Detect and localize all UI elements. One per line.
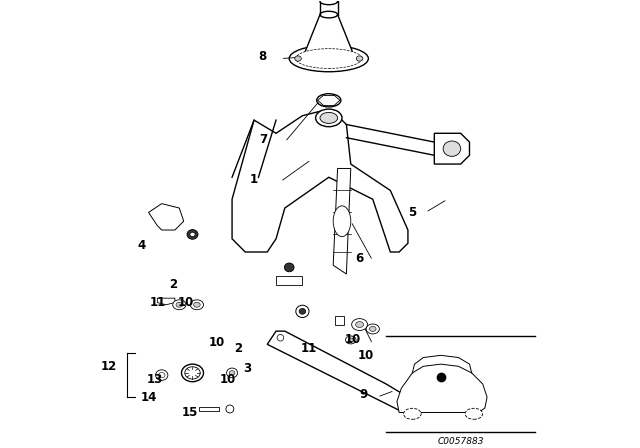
Polygon shape (268, 331, 408, 410)
Ellipse shape (356, 322, 364, 327)
Text: 6: 6 (355, 252, 364, 265)
Ellipse shape (156, 370, 168, 380)
Ellipse shape (356, 56, 363, 61)
Ellipse shape (366, 324, 380, 334)
Ellipse shape (296, 305, 309, 318)
Ellipse shape (185, 367, 200, 379)
Ellipse shape (299, 309, 306, 314)
Text: 15: 15 (182, 406, 198, 419)
Text: 2: 2 (235, 342, 243, 355)
Ellipse shape (229, 370, 235, 375)
Ellipse shape (320, 0, 337, 4)
Ellipse shape (399, 399, 408, 408)
Ellipse shape (289, 45, 369, 72)
Text: 10: 10 (345, 333, 361, 346)
Ellipse shape (369, 327, 376, 332)
Text: 7: 7 (259, 134, 267, 146)
Text: 4: 4 (138, 239, 146, 252)
Text: 1: 1 (250, 173, 258, 186)
Ellipse shape (346, 336, 356, 344)
Text: 8: 8 (259, 50, 267, 63)
Polygon shape (276, 276, 303, 285)
Text: 10: 10 (358, 349, 374, 362)
Polygon shape (157, 298, 175, 305)
Polygon shape (397, 364, 487, 413)
Ellipse shape (348, 338, 353, 342)
Ellipse shape (320, 11, 337, 18)
Polygon shape (199, 407, 219, 411)
Polygon shape (333, 168, 351, 274)
Ellipse shape (320, 112, 337, 123)
Polygon shape (335, 316, 344, 324)
Text: 10: 10 (209, 336, 225, 349)
Ellipse shape (296, 49, 362, 69)
Ellipse shape (351, 319, 367, 331)
Ellipse shape (294, 56, 301, 61)
Ellipse shape (187, 229, 198, 239)
Ellipse shape (227, 368, 237, 378)
Ellipse shape (190, 300, 204, 310)
Text: 10: 10 (220, 373, 236, 386)
Text: 2: 2 (169, 279, 177, 292)
Polygon shape (148, 204, 184, 230)
Ellipse shape (317, 94, 341, 107)
Ellipse shape (443, 141, 461, 156)
Text: 14: 14 (140, 391, 157, 404)
Text: 5: 5 (408, 206, 417, 219)
Text: 11: 11 (301, 342, 317, 355)
Text: 10: 10 (178, 296, 194, 309)
Ellipse shape (404, 408, 421, 419)
Ellipse shape (284, 263, 294, 272)
Text: C0057883: C0057883 (438, 437, 484, 446)
Text: 11: 11 (149, 296, 166, 309)
Ellipse shape (159, 372, 165, 378)
Ellipse shape (190, 232, 195, 237)
Ellipse shape (316, 109, 342, 127)
Text: 9: 9 (360, 388, 368, 401)
Polygon shape (303, 15, 355, 59)
Ellipse shape (277, 335, 284, 341)
Ellipse shape (193, 302, 200, 307)
Polygon shape (435, 134, 470, 164)
Ellipse shape (182, 364, 204, 382)
Polygon shape (232, 111, 408, 252)
Ellipse shape (333, 206, 351, 237)
Ellipse shape (176, 302, 182, 307)
Text: 3: 3 (243, 362, 252, 375)
Ellipse shape (465, 408, 483, 419)
Text: 13: 13 (147, 373, 163, 386)
Text: 12: 12 (101, 360, 117, 373)
Ellipse shape (173, 300, 186, 310)
Ellipse shape (226, 405, 234, 413)
